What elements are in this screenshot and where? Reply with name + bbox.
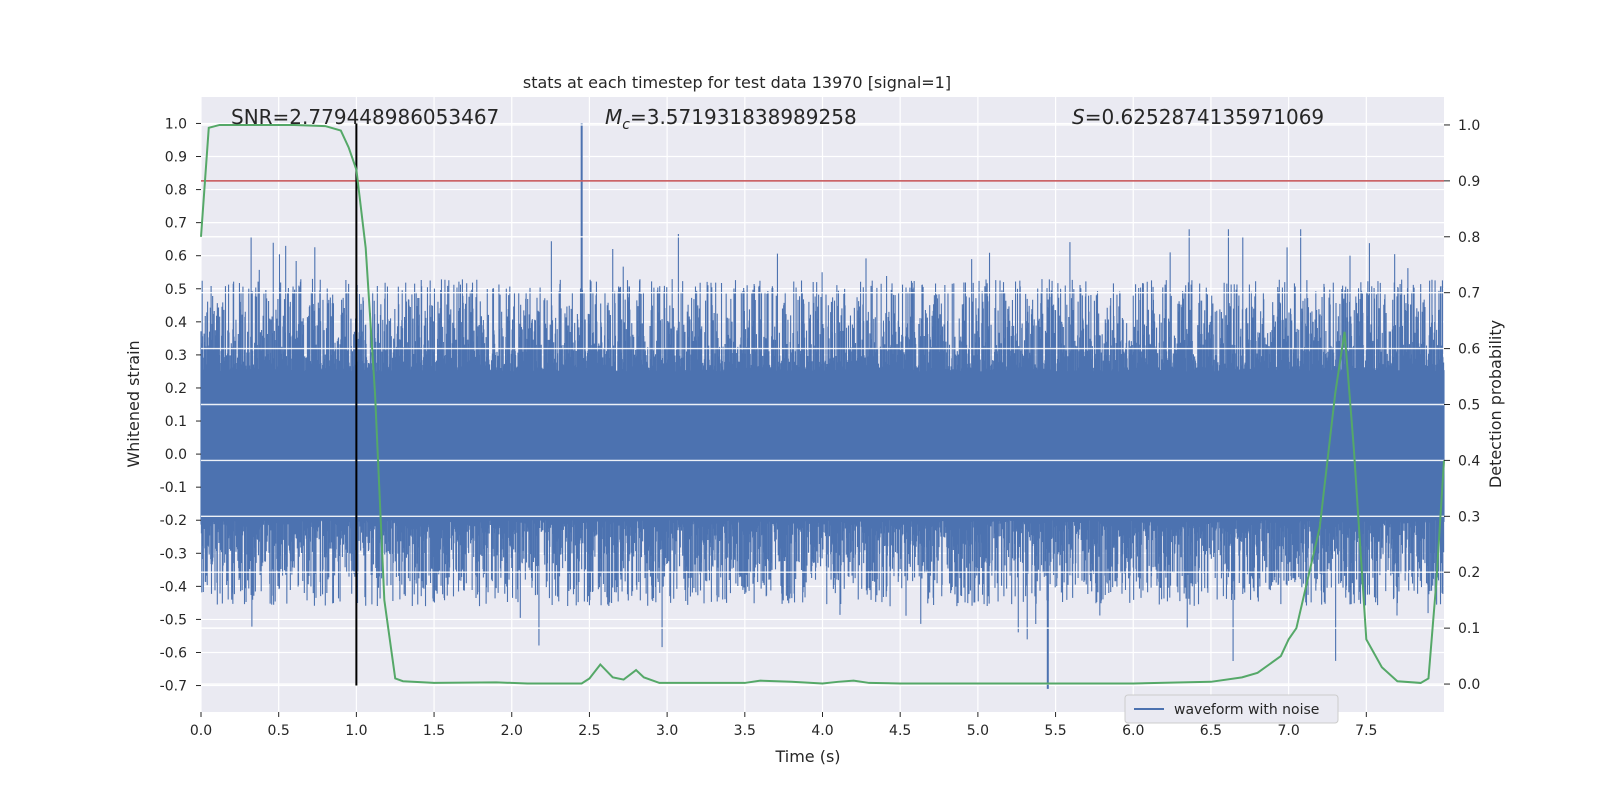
y-tick-label: 0.6 [165, 249, 187, 265]
y-tick-label: 0.9 [165, 150, 187, 166]
y2-tick-label: 0.9 [1458, 174, 1480, 190]
legend: waveform with noise [1124, 694, 1339, 724]
s-symbol: S [1072, 105, 1085, 129]
y-tick-label: 0.3 [165, 348, 187, 364]
y-tick-label: 0.5 [165, 282, 187, 298]
y2-tick-label: 0.5 [1458, 398, 1480, 414]
y-tick-label: 0.4 [165, 315, 187, 331]
y-tick-label: 0.2 [165, 381, 187, 397]
x-tick-label: 6.0 [1122, 723, 1144, 739]
y-tick-label: 0.0 [165, 447, 187, 463]
x-tick-label: 1.5 [423, 723, 445, 739]
chirp-mass-value: =3.571931838989258 [630, 105, 857, 129]
y-axis-left-ticks: 1.0 0.9 0.8 0.7 0.6 0.5 0.4 0.3 0.2 0.1 0.0 -0.1 -0.… [160, 116, 201, 695]
y2-tick-label: 0.3 [1458, 509, 1480, 525]
waveform-noise [200, 229, 1445, 662]
x-tick-label: 5.5 [1044, 723, 1066, 739]
x-tick-label: 1.0 [345, 723, 367, 739]
chirp-mass-symbol: M [605, 105, 622, 129]
y-axis-left-label: Whitened strain [124, 340, 143, 467]
x-tick-label: 4.5 [889, 723, 911, 739]
y-tick-label: 0.7 [165, 216, 187, 232]
legend-box [1124, 694, 1339, 724]
s-annotation: S=0.6252874135971069 [1072, 105, 1324, 129]
x-tick-label: 7.0 [1277, 723, 1299, 739]
x-tick-label: 2.5 [578, 723, 600, 739]
y-tick-label: -0.3 [160, 546, 187, 562]
y2-tick-label: 0.7 [1458, 286, 1480, 302]
x-axis-ticks: 0.0 0.5 1.0 1.5 2.0 2.5 3.0 3.5 4.0 4.5 5.0 5.5 6.0 6… [190, 712, 1377, 739]
y-tick-label: -0.7 [160, 679, 187, 695]
x-tick-label: 2.0 [501, 723, 523, 739]
x-tick-label: 7.5 [1355, 723, 1377, 739]
x-tick-label: 3.0 [656, 723, 678, 739]
x-tick-label: 3.5 [734, 723, 756, 739]
y-axis-right-ticks: 1.0 0.9 0.8 0.7 0.6 0.5 0.4 0.3 0.2 0.1 0.0 [1444, 118, 1480, 693]
x-tick-label: 0.0 [190, 723, 212, 739]
plot-area [200, 97, 1445, 712]
y-tick-label: 0.8 [165, 183, 187, 199]
y2-tick-label: 1.0 [1458, 118, 1480, 134]
chirp-mass-subscript: c [622, 117, 630, 133]
x-tick-label: 0.5 [268, 723, 290, 739]
x-tick-label: 6.5 [1200, 723, 1222, 739]
chirp-mass-annotation: Mc=3.571931838989258 [605, 105, 857, 133]
y2-tick-label: 0.6 [1458, 342, 1480, 358]
waveform-series [200, 123, 1445, 689]
probability-series-line [200, 123, 1445, 685]
y2-tick-label: 0.8 [1458, 230, 1480, 246]
y-axis-right-label: Detection probability [1486, 320, 1505, 488]
y2-tick-label: 0.0 [1458, 677, 1480, 693]
y-tick-label: -0.4 [160, 579, 187, 595]
y-tick-label: 1.0 [165, 116, 187, 132]
y-tick-label: 0.1 [165, 414, 187, 430]
y2-tick-label: 0.1 [1458, 621, 1480, 637]
y-tick-label: -0.6 [160, 645, 187, 661]
y-tick-label: -0.1 [160, 480, 187, 496]
y2-tick-label: 0.4 [1458, 453, 1480, 469]
y-tick-label: -0.5 [160, 612, 187, 628]
chart-title: stats at each timestep for test data 139… [523, 73, 951, 92]
x-tick-label: 4.0 [811, 723, 833, 739]
snr-annotation: SNR=2.779448986053467 [231, 105, 499, 129]
s-value: =0.6252874135971069 [1085, 105, 1324, 129]
legend-label-waveform: waveform with noise [1174, 702, 1319, 718]
y-tick-label: -0.2 [160, 513, 187, 529]
x-axis-label: Time (s) [774, 747, 840, 766]
y2-tick-label: 0.2 [1458, 565, 1480, 581]
x-tick-label: 5.0 [967, 723, 989, 739]
